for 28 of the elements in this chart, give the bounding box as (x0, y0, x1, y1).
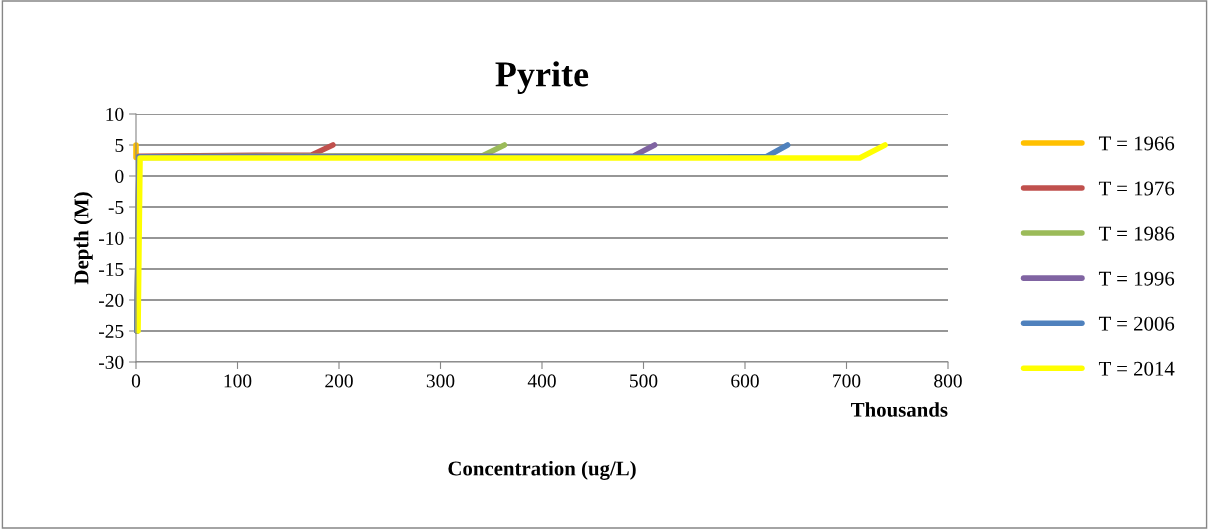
legend-label: T = 1996 (1098, 271, 1175, 286)
chart-title: Pyrite (495, 61, 589, 95)
legend-label: T = 2006 (1098, 316, 1175, 331)
y-tick-label: -15 (99, 262, 124, 276)
y-tick-label: -30 (99, 355, 124, 369)
x-tick-label: 800 (934, 374, 962, 388)
x-tick-label: 200 (325, 374, 353, 388)
x-tick-label: 600 (731, 374, 759, 388)
y-tick-label: -5 (108, 201, 124, 214)
y-tick-label: 10 (106, 107, 124, 121)
y-tick-label: 5 (115, 139, 124, 152)
x-tick-label: 400 (527, 374, 556, 388)
x-axis-title: Concentration (ug/L) (448, 460, 636, 480)
y-tick-label: -10 (99, 231, 124, 245)
y-tick-label: -25 (99, 324, 124, 338)
x-tick-label: 0 (131, 374, 141, 388)
legend-label: T = 1976 (1098, 181, 1175, 196)
y-tick-label: -20 (99, 293, 124, 307)
x-tick-label: 700 (833, 374, 861, 388)
legend-label: T = 1966 (1098, 136, 1175, 151)
x-tick-label: 300 (426, 374, 455, 388)
legend-label: T = 1986 (1098, 226, 1175, 241)
legend-label: T = 2014 (1098, 361, 1175, 376)
text: Thousands (851, 402, 948, 417)
x-tick-label: 500 (630, 374, 658, 388)
y-axis-title: Depth (M) (73, 192, 93, 285)
y-tick-label: 0 (115, 169, 124, 183)
x-tick-label: 100 (224, 374, 252, 388)
